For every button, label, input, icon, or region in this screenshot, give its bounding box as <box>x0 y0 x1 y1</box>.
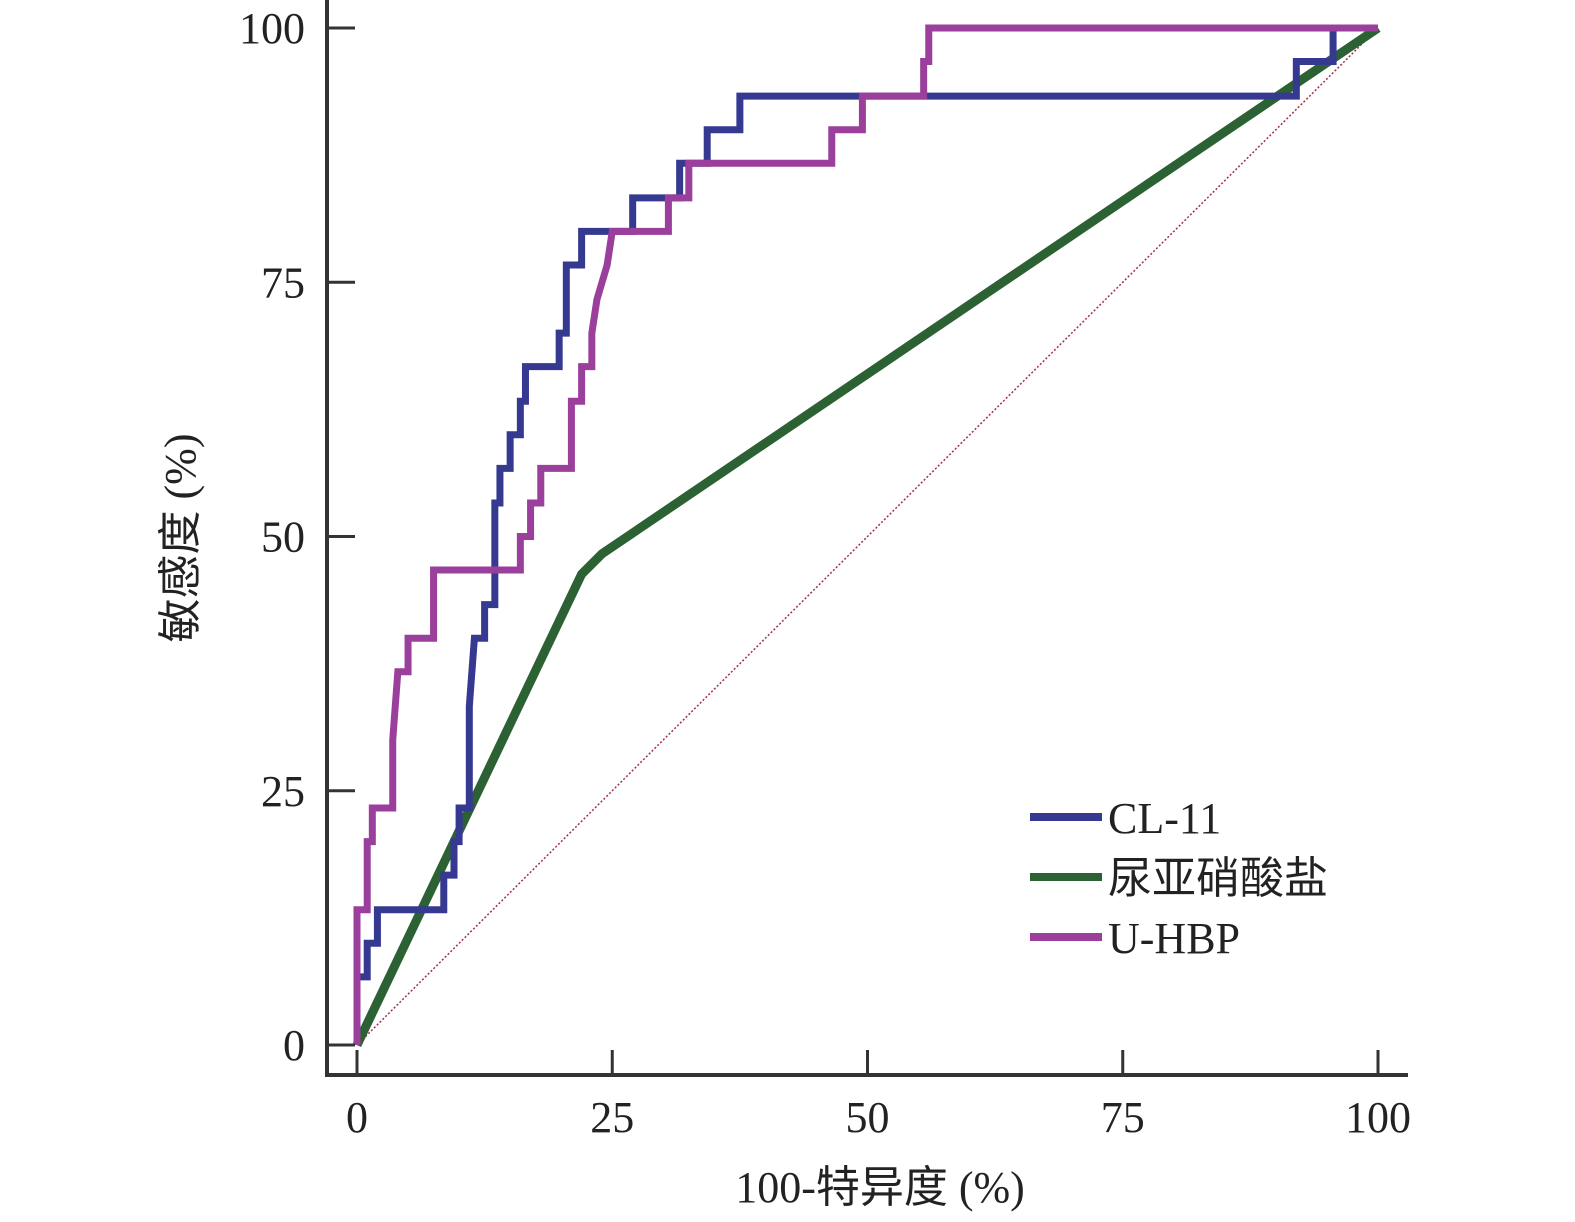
y-tick-label: 0 <box>283 1021 305 1070</box>
y-tick-label: 75 <box>261 258 305 307</box>
x-axis-label: 100-特异度 (%) <box>735 1163 1025 1212</box>
x-tick-label: 0 <box>346 1093 368 1142</box>
legend-label-0: CL-11 <box>1108 794 1221 843</box>
legend-label-1: 尿亚硝酸盐 <box>1108 854 1328 903</box>
x-tick-label: 25 <box>590 1093 634 1142</box>
reference-diagonal-line <box>356 27 1379 1046</box>
y-axis-label: 敏感度 (%) <box>156 434 205 643</box>
y-tick-label: 50 <box>261 513 305 562</box>
series-line-0 <box>353 24 1378 1045</box>
series-line-2 <box>353 24 1378 1045</box>
legend: CL-11 尿亚硝酸盐 U-HBP <box>1030 794 1328 963</box>
legend-label-2: U-HBP <box>1108 914 1240 963</box>
axis-ticks: 0 25 50 75 100 0 25 50 75 100 <box>239 4 1411 1142</box>
y-tick-label: 100 <box>239 4 305 53</box>
x-tick-label: 75 <box>1101 1093 1145 1142</box>
y-tick-label: 25 <box>261 767 305 816</box>
x-tick-label: 50 <box>846 1093 890 1142</box>
plot-area <box>352 24 1381 1047</box>
x-tick-label: 100 <box>1345 1093 1411 1142</box>
